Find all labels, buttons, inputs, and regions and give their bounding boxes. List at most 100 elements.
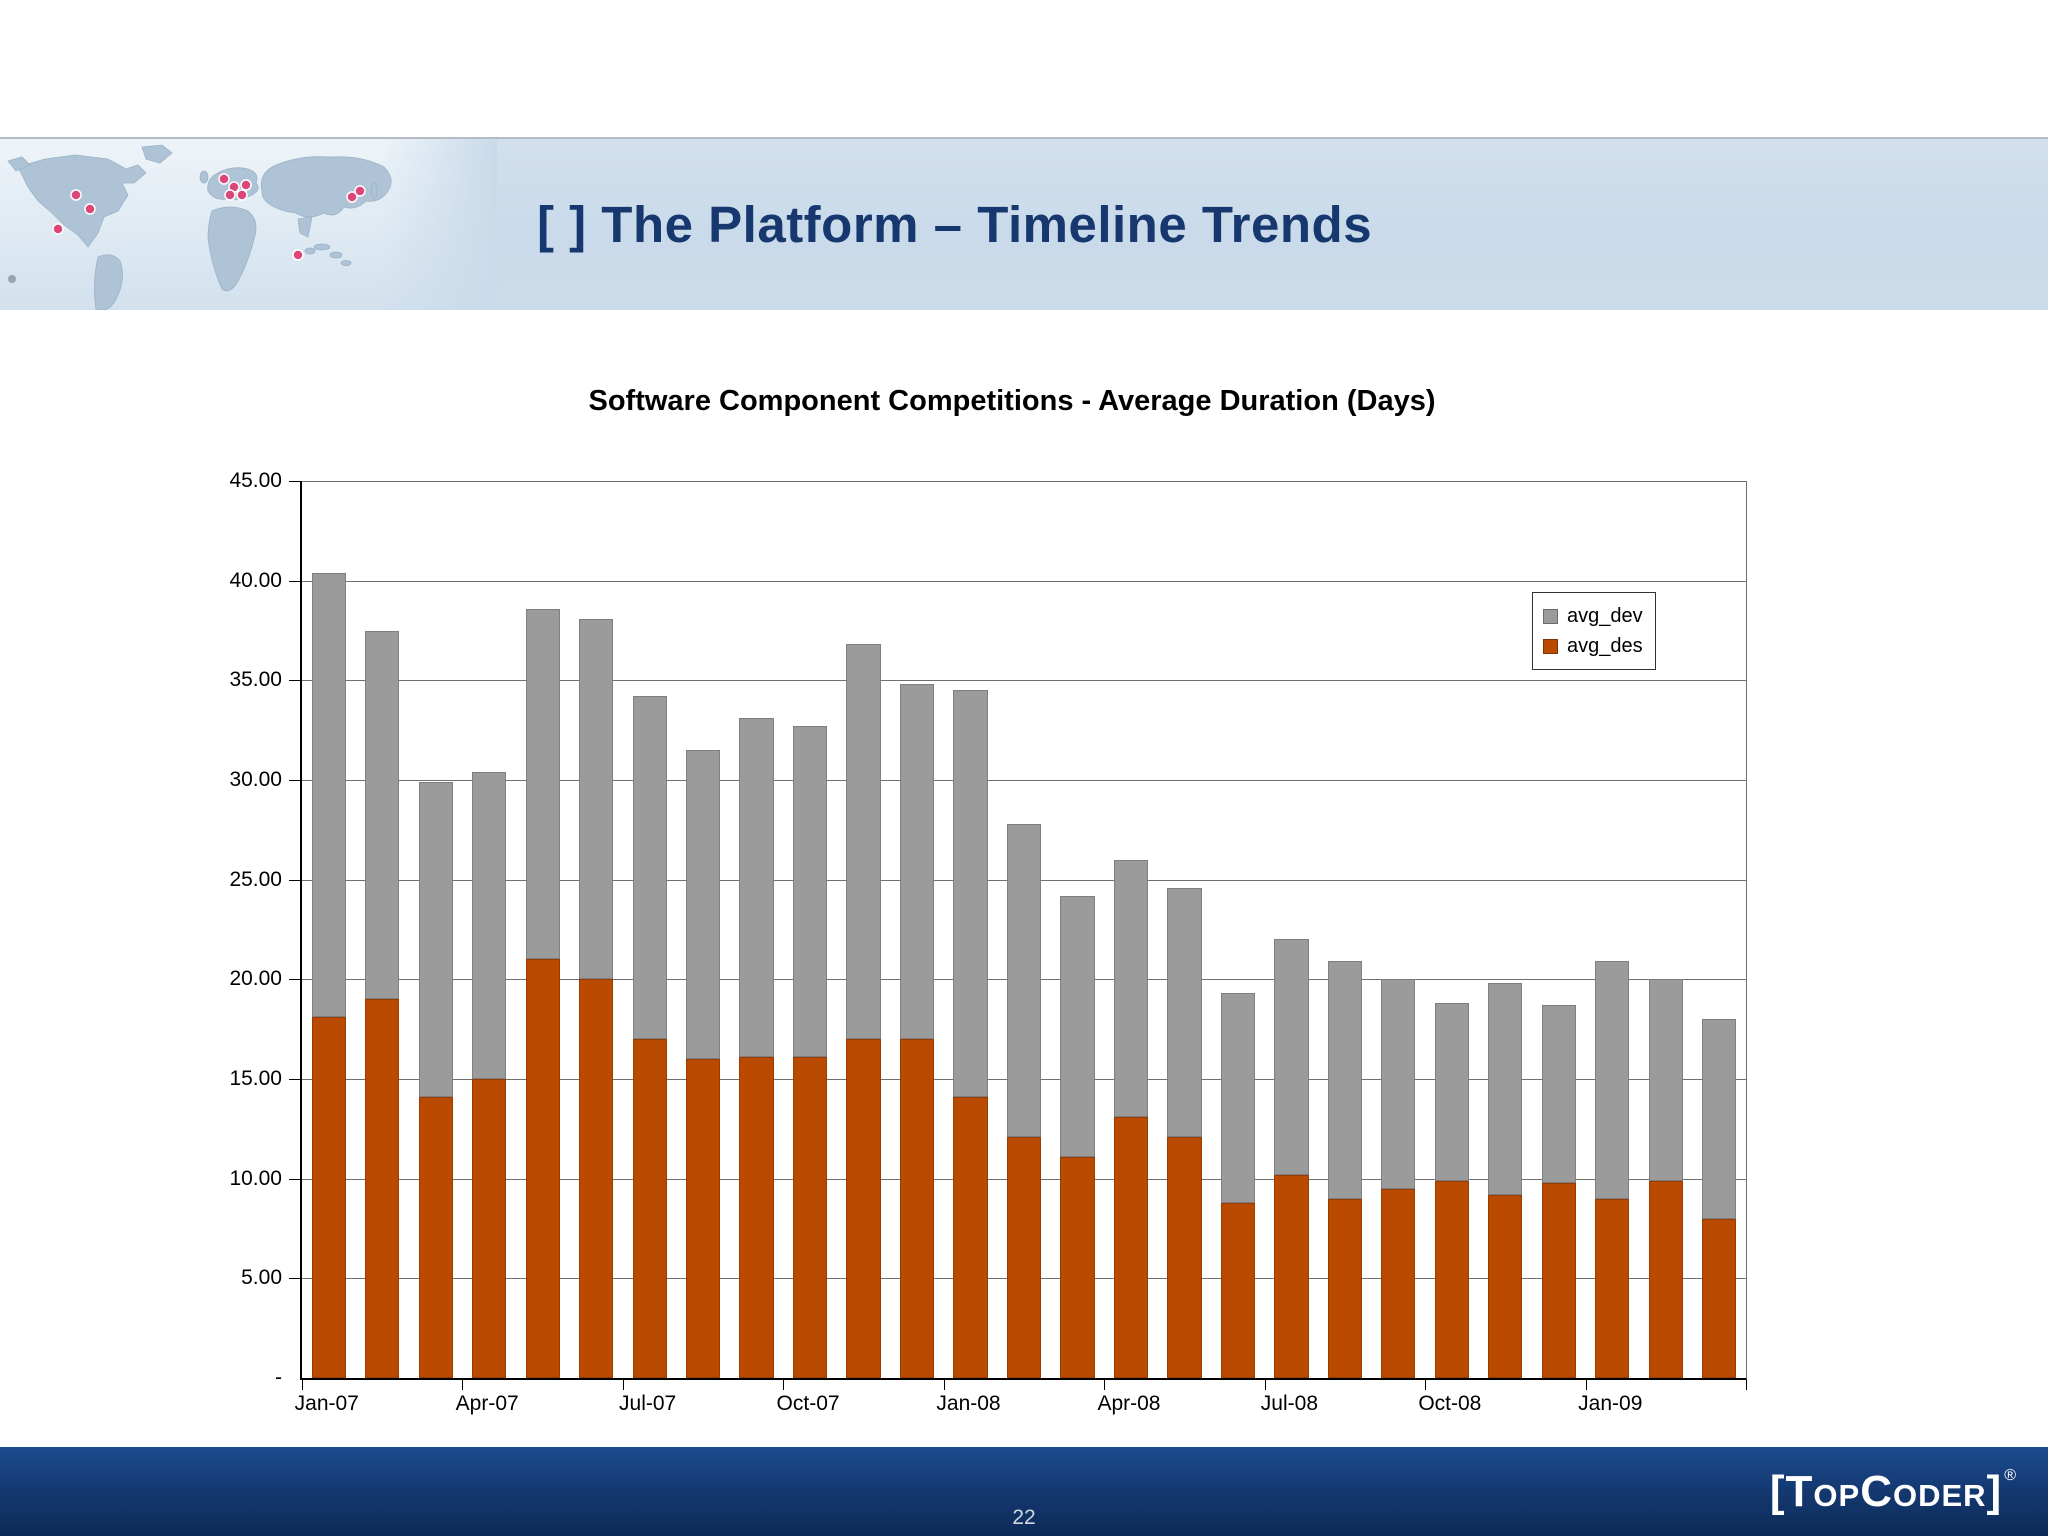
bar-segment-avg-des — [1434, 1180, 1469, 1378]
bar-segment-avg-des — [1060, 1156, 1095, 1378]
legend-item-avg-dev: avg_dev — [1543, 601, 1643, 631]
bar-segment-avg-dev — [1167, 887, 1202, 1137]
y-axis-label: 45.00 — [229, 469, 282, 492]
y-axis-tick — [289, 580, 300, 582]
x-axis-tick — [1746, 1380, 1747, 1390]
x-axis-tick — [462, 1380, 464, 1390]
x-axis-label: Jan-07 — [294, 1392, 359, 1415]
bar-segment-avg-dev — [1488, 983, 1523, 1195]
x-axis-tick — [943, 1380, 945, 1390]
gridline — [302, 481, 1746, 482]
bar-segment-avg-des — [685, 1059, 721, 1378]
bar-segment-avg-dev — [1006, 823, 1042, 1137]
x-axis-tick — [302, 1380, 303, 1390]
x-axis-label: Jul-07 — [619, 1392, 677, 1415]
x-axis-label: Apr-08 — [1097, 1392, 1161, 1415]
bar-segment-avg-des — [846, 1039, 881, 1378]
bar-segment-avg-dev — [311, 572, 346, 1018]
bar-segment-avg-dev — [525, 608, 560, 960]
bar-segment-avg-des — [739, 1057, 774, 1378]
bar-segment-avg-dev — [632, 696, 667, 1040]
x-axis-tick — [783, 1380, 785, 1390]
bar-segment-avg-des — [1702, 1218, 1737, 1378]
bar-segment-avg-dev — [1113, 859, 1149, 1117]
bar-segment-avg-dev — [1381, 979, 1416, 1189]
x-axis-label: Jan-08 — [936, 1392, 1001, 1415]
y-axis-tick — [289, 879, 300, 881]
bar-segment-avg-dev — [846, 644, 881, 1040]
page-number: 22 — [1012, 1506, 1036, 1529]
location-dots — [52, 173, 366, 261]
slide-title: [ ] The Platform – Timeline Trends — [537, 196, 1373, 253]
x-axis-label: Jan-09 — [1578, 1392, 1643, 1415]
x-axis-tick — [1425, 1380, 1427, 1390]
bar-segment-avg-des — [1006, 1136, 1042, 1378]
bar-segment-avg-dev — [1327, 961, 1362, 1199]
gray-dot — [8, 275, 16, 283]
legend: avg_dev avg_des — [1532, 592, 1656, 670]
bar-segment-avg-dev — [472, 772, 507, 1079]
bar-segment-avg-dev — [685, 750, 721, 1060]
legend-item-avg-des: avg_des — [1543, 631, 1643, 661]
header-band: [ ] The Platform – Timeline Trends — [0, 137, 2048, 310]
x-axis-label: Apr-07 — [455, 1392, 519, 1415]
continents — [7, 144, 392, 310]
topcoder-logo: [TopCoder] ® — [1770, 1447, 2016, 1536]
y-axis-label: 20.00 — [229, 967, 282, 991]
x-axis-label: Oct-08 — [1418, 1392, 1482, 1415]
x-axis-tick — [622, 1380, 624, 1390]
bar-segment-avg-dev — [1220, 993, 1256, 1203]
bar-segment-avg-dev — [953, 690, 988, 1097]
x-axis-label: Oct-07 — [776, 1392, 840, 1415]
chart-title: Software Component Competitions - Averag… — [588, 385, 1436, 417]
y-axis-tick — [289, 680, 300, 682]
bar-segment-avg-des — [1113, 1116, 1149, 1378]
y-axis-tick — [289, 1178, 300, 1180]
bar-segment-avg-des — [1648, 1180, 1683, 1378]
bar-segment-avg-dev — [1595, 961, 1630, 1199]
bar-segment-avg-dev — [739, 718, 774, 1058]
y-axis-label: 10.00 — [229, 1166, 282, 1190]
bar-segment-avg-des — [472, 1079, 507, 1378]
y-axis-label: 5.00 — [241, 1266, 282, 1290]
gridline — [302, 680, 1746, 682]
y-axis-tick — [289, 780, 300, 781]
bar-segment-avg-des — [953, 1096, 988, 1378]
footer-bar: 22 [TopCoder] ® — [0, 1447, 2048, 1536]
bar-segment-avg-dev — [1060, 895, 1095, 1157]
y-axis-label: 25.00 — [229, 867, 282, 891]
bar-segment-avg-des — [418, 1096, 453, 1378]
bar-segment-avg-dev — [579, 618, 614, 980]
bar-segment-avg-dev — [1648, 979, 1683, 1181]
gridline — [302, 580, 1746, 582]
bar-segment-avg-des — [525, 959, 560, 1378]
bar-segment-avg-des — [1541, 1182, 1576, 1378]
y-axis-label: 35.00 — [229, 668, 282, 692]
gridline — [302, 780, 1746, 781]
bar-segment-avg-des — [1381, 1188, 1416, 1378]
bar-segment-avg-des — [1595, 1198, 1630, 1378]
bar-segment-avg-des — [792, 1057, 828, 1378]
bar-segment-avg-des — [1488, 1194, 1523, 1378]
bar-segment-avg-des — [1167, 1136, 1202, 1378]
bar-segment-avg-des — [311, 1017, 346, 1378]
x-axis-label: Jul-08 — [1260, 1392, 1318, 1415]
logo-text: [TopCoder] — [1769, 1466, 2003, 1516]
bar-segment-avg-dev — [418, 782, 453, 1097]
legend-label-avg-dev: avg_dev — [1567, 604, 1643, 627]
bar-segment-avg-dev — [1702, 1019, 1737, 1219]
y-axis-tick — [289, 1278, 300, 1280]
x-axis-tick — [1585, 1380, 1587, 1390]
y-axis-label: 40.00 — [229, 568, 282, 592]
bar-segment-avg-des — [632, 1039, 667, 1378]
y-axis-tick — [289, 1079, 300, 1080]
bar-segment-avg-dev — [792, 726, 828, 1058]
y-axis-labels: 45.00 40.00 35.00 30.00 25.00 20.00 15.00 10.00… — [140, 469, 290, 1389]
bar-segment-avg-dev — [365, 630, 400, 1000]
legend-label-avg-des: avg_des — [1567, 634, 1643, 657]
bar-segment-avg-dev — [899, 684, 935, 1040]
y-axis-tick — [289, 979, 300, 981]
bar-segment-avg-des — [1220, 1202, 1256, 1378]
logo-registered-mark: ® — [2004, 1466, 2016, 1484]
